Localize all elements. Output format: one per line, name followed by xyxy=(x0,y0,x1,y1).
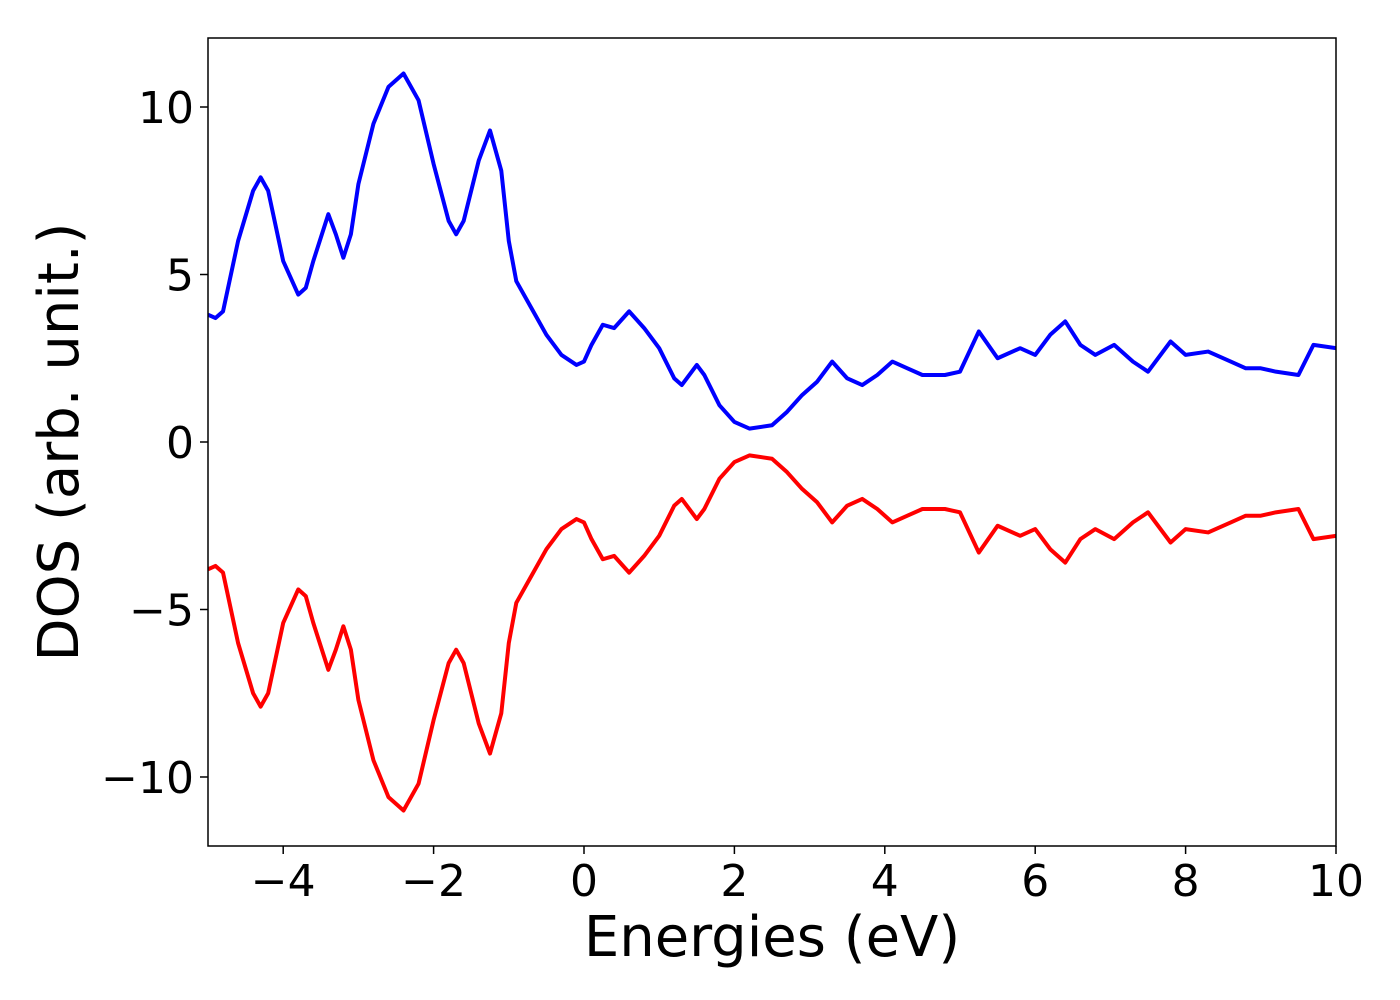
x-tick-label: 8 xyxy=(1172,856,1200,907)
x-tick-label: 4 xyxy=(871,856,899,907)
x-tick-label: −4 xyxy=(251,856,316,907)
line-series xyxy=(208,71,1336,431)
x-tick-label: 0 xyxy=(570,856,598,907)
y-tick-label: 0 xyxy=(166,418,194,469)
y-tick-label: 10 xyxy=(138,83,194,134)
x-tick-label: 10 xyxy=(1308,856,1364,907)
x-tick-label: 6 xyxy=(1021,856,1049,907)
plot-frame xyxy=(207,37,1337,847)
x-axis-label: Energies (eV) xyxy=(584,905,960,970)
line-series xyxy=(208,453,1336,813)
x-tick-label: 2 xyxy=(720,856,748,907)
y-axis-label: DOS (arb. unit.) xyxy=(27,222,92,661)
y-tick-label: 5 xyxy=(166,251,194,302)
y-tick-label: −10 xyxy=(101,753,194,804)
y-tick-label: −5 xyxy=(129,585,194,636)
x-tick-label: −2 xyxy=(401,856,466,907)
